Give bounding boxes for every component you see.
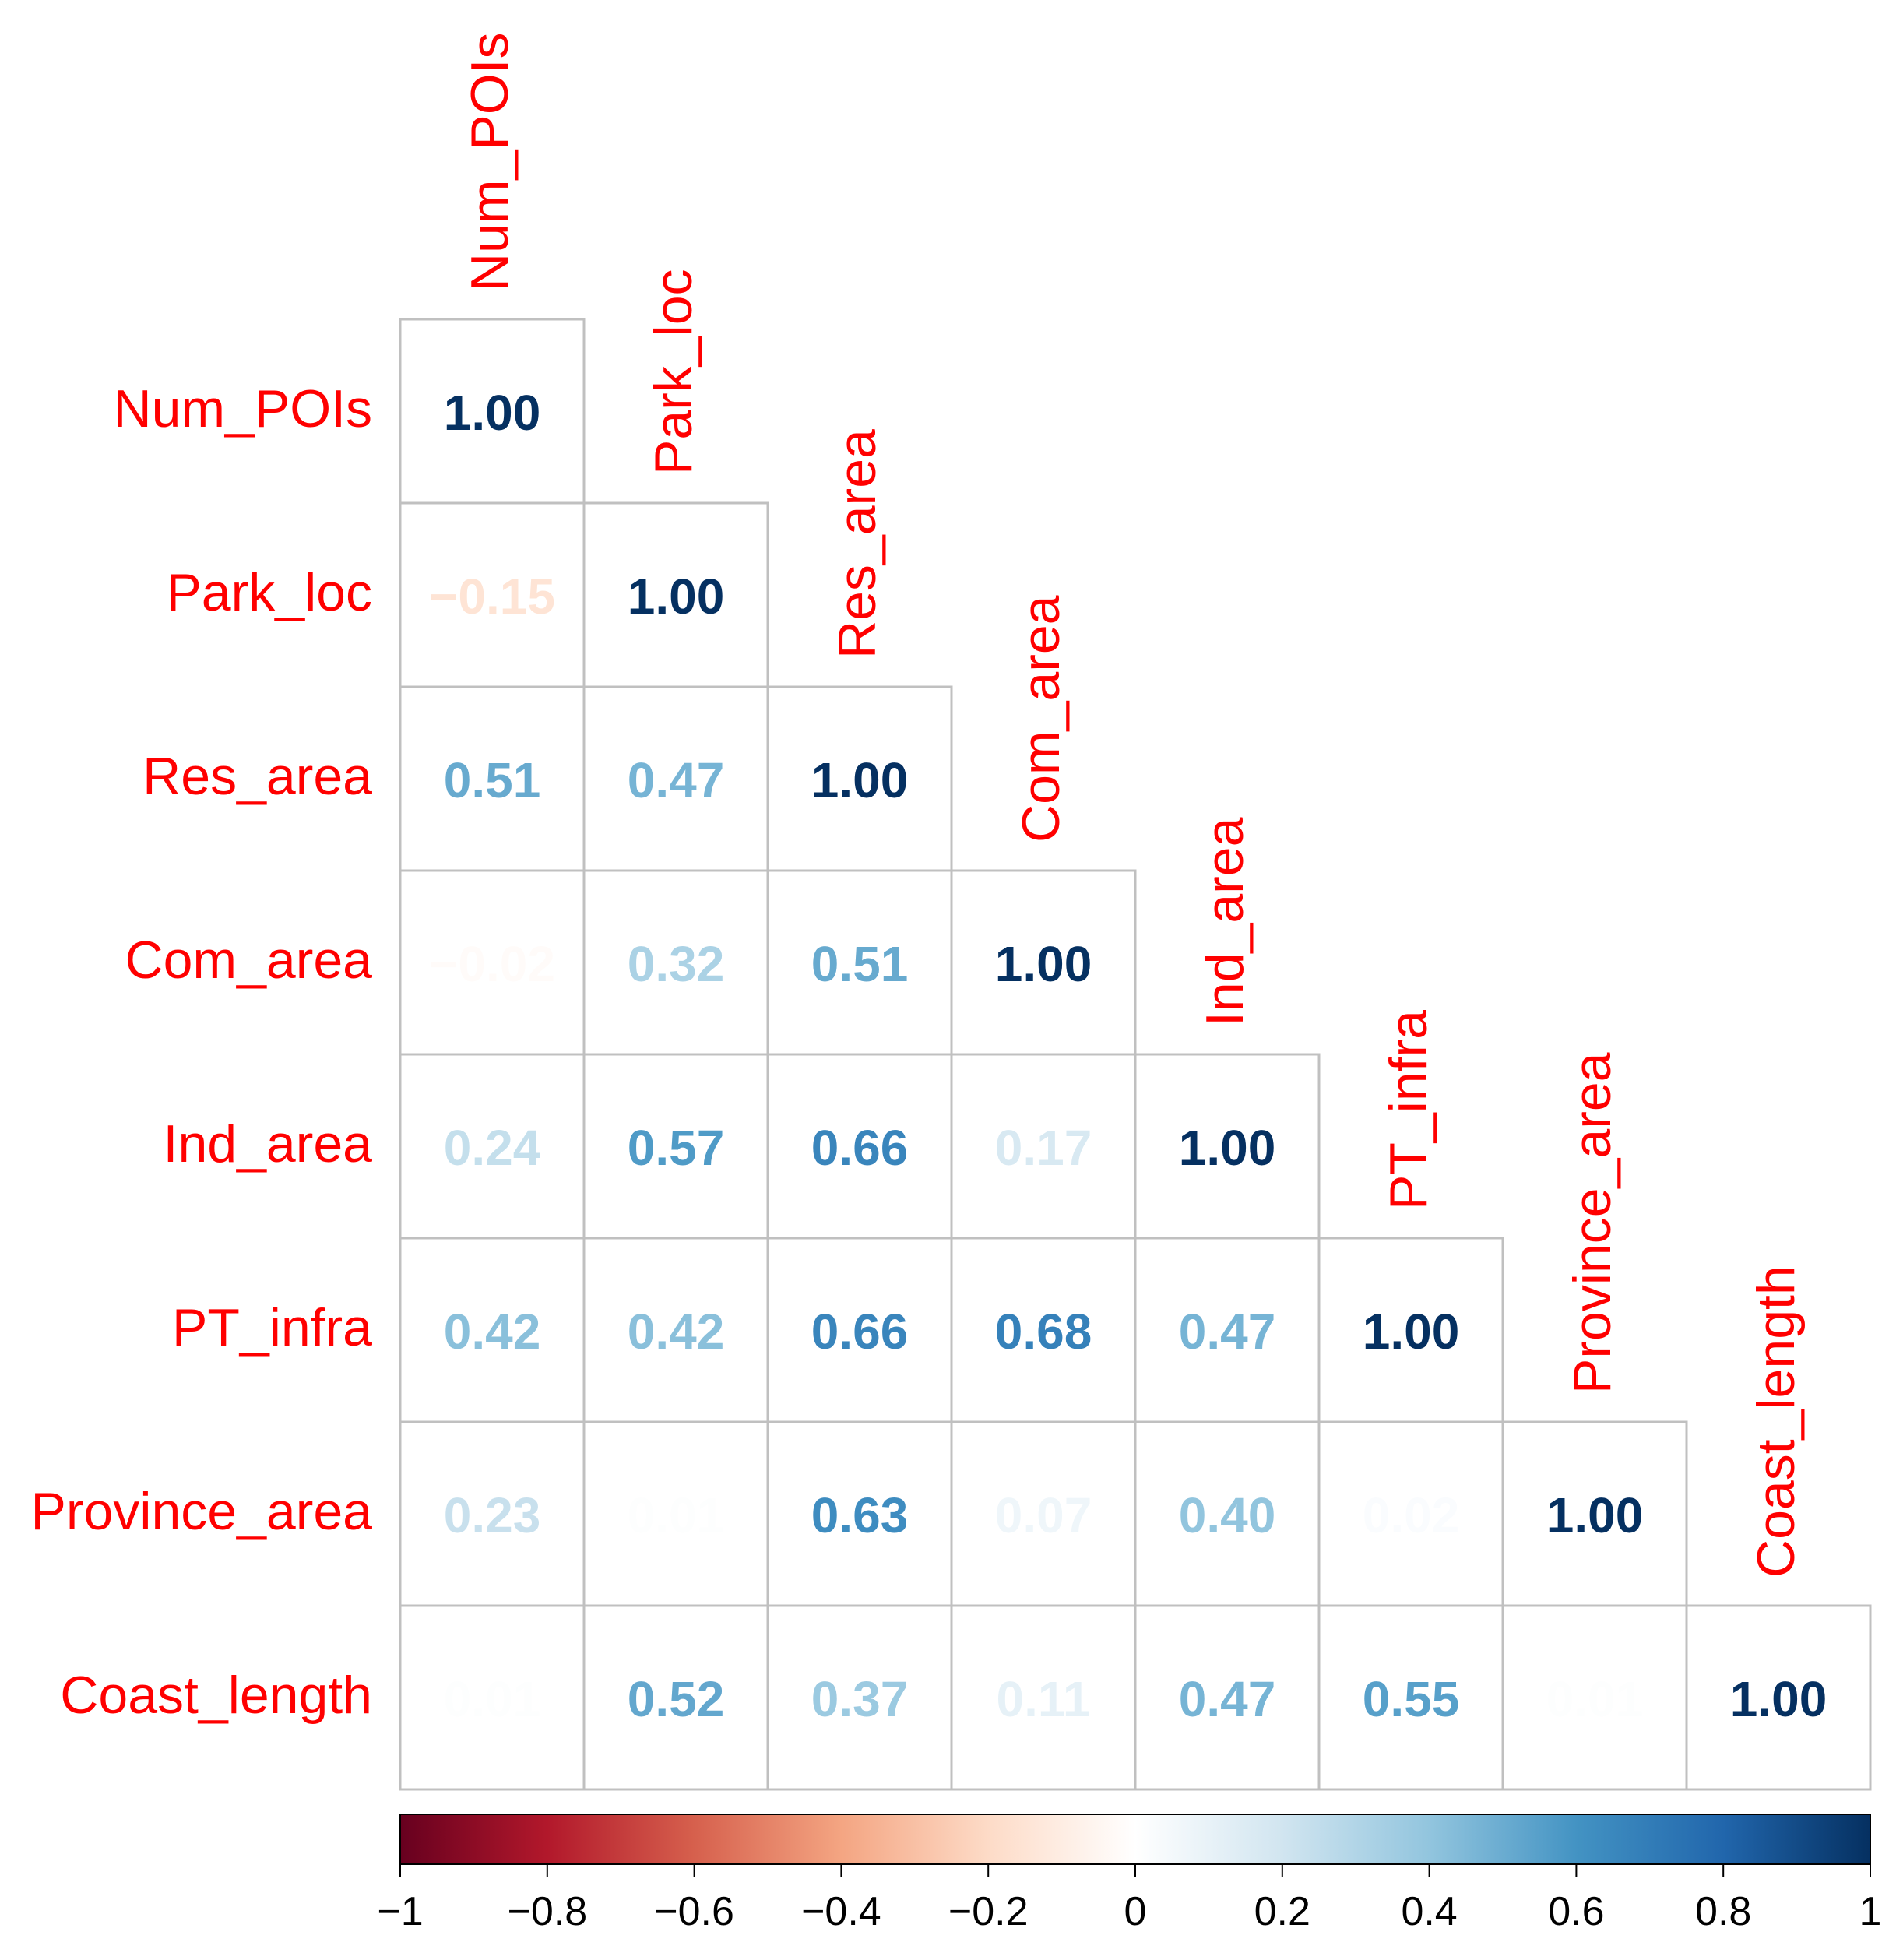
colorbar-tick-label: −0.4 bbox=[801, 1889, 881, 1934]
cell-Ind_area-Res_area bbox=[766, 1053, 953, 1240]
cell-Com_area-Com_area bbox=[950, 869, 1137, 1056]
cell-Coast_length-Res_area bbox=[766, 1604, 953, 1791]
colorbar-tick-label: −0.6 bbox=[654, 1889, 734, 1934]
cell-Res_area-Park_loc bbox=[582, 685, 769, 872]
cell-value-Province_area-PT_infra: 0.02 bbox=[1363, 1487, 1460, 1543]
cell-value-Ind_area-Park_loc: 0.57 bbox=[628, 1120, 725, 1176]
col-label-Ind_area: Ind_area bbox=[1195, 817, 1254, 1026]
row-label-Num_POIs: Num_POIs bbox=[113, 379, 372, 438]
cell-Province_area-Num_POIs bbox=[399, 1420, 586, 1607]
cell-value-Province_area-Res_area: 0.63 bbox=[811, 1487, 909, 1543]
cell-Coast_length-Coast_length bbox=[1685, 1604, 1872, 1791]
colorbar-tick-label: 0.8 bbox=[1695, 1889, 1751, 1934]
cell-value-Province_area-Num_POIs: 0.23 bbox=[444, 1487, 541, 1543]
cell-value-Ind_area-Ind_area: 1.00 bbox=[1179, 1120, 1276, 1176]
cell-Province_area-PT_infra bbox=[1317, 1420, 1504, 1607]
cell-value-PT_infra-Park_loc: 0.42 bbox=[628, 1304, 725, 1360]
cell-Res_area-Num_POIs bbox=[399, 685, 586, 872]
cell-value-Province_area-Park_loc: 0.01 bbox=[628, 1487, 725, 1543]
cell-value-PT_infra-Res_area: 0.66 bbox=[811, 1304, 909, 1360]
cell-value-Coast_length-Coast_length: 1.00 bbox=[1730, 1671, 1827, 1727]
cell-Park_loc-Num_POIs bbox=[399, 501, 586, 688]
col-label-Coast_length: Coast_length bbox=[1747, 1265, 1806, 1578]
colorbar-tick-label: −0.8 bbox=[507, 1889, 587, 1934]
cell-Coast_length-Province_area bbox=[1501, 1604, 1688, 1791]
cell-PT_infra-Park_loc bbox=[582, 1237, 769, 1423]
colorbar: −1 −0.8 −0.6 −0.4 −0.2 0 0.2 0.4 0.6 0.8 1 bbox=[377, 1814, 1881, 1934]
cell-value-Com_area-Num_POIs: −0.02 bbox=[429, 936, 555, 992]
cell-value-Coast_length-Com_area: 0.11 bbox=[996, 1671, 1090, 1727]
row-label-Park_loc: Park_loc bbox=[166, 563, 372, 622]
colorbar-tick-label: 0.4 bbox=[1401, 1889, 1457, 1934]
colorbar-tick-label: −1 bbox=[377, 1889, 423, 1934]
cell-value-Coast_length-Park_loc: 0.52 bbox=[628, 1671, 725, 1727]
cell-Ind_area-Com_area bbox=[950, 1053, 1137, 1240]
cell-value-Ind_area-Num_POIs: 0.24 bbox=[444, 1120, 541, 1176]
cell-value-Coast_length-Ind_area: 0.47 bbox=[1179, 1671, 1276, 1727]
cell-Res_area-Res_area bbox=[766, 685, 953, 872]
row-labels: Num_POIs Park_loc Res_area Com_area Ind_area… bbox=[31, 379, 373, 1725]
cell-Province_area-Province_area bbox=[1501, 1420, 1688, 1607]
cell-PT_infra-PT_infra bbox=[1317, 1237, 1504, 1423]
cell-value-Coast_length-Num_POIs: 0.01 bbox=[444, 1671, 541, 1727]
col-label-Num_POIs: Num_POIs bbox=[460, 32, 519, 291]
colorbar-ticks: −1 −0.8 −0.6 −0.4 −0.2 0 0.2 0.4 0.6 0.8 1 bbox=[377, 1864, 1881, 1934]
cell-value-Res_area-Res_area: 1.00 bbox=[811, 752, 909, 808]
cell-value-PT_infra-Com_area: 0.68 bbox=[995, 1304, 1092, 1360]
cell-Province_area-Park_loc bbox=[582, 1420, 769, 1607]
colorbar-tick-label: 0.6 bbox=[1548, 1889, 1604, 1934]
cell-value-PT_infra-Ind_area: 0.47 bbox=[1179, 1304, 1276, 1360]
row-label-Com_area: Com_area bbox=[125, 931, 373, 990]
cell-Province_area-Com_area bbox=[950, 1420, 1137, 1607]
colorbar-tick-label: 1 bbox=[1859, 1889, 1882, 1934]
values-layer: 1.00 −0.15 1.00 0.51 0.47 1.00 −0.02 0.32 0.51 1.… bbox=[429, 385, 1827, 1727]
cell-value-Park_loc-Num_POIs: −0.15 bbox=[429, 568, 555, 625]
cell-value-Com_area-Res_area: 0.51 bbox=[811, 936, 909, 992]
cell-value-Res_area-Num_POIs: 0.51 bbox=[444, 752, 541, 808]
cell-value-Province_area-Province_area: 1.00 bbox=[1546, 1487, 1644, 1543]
colorbar-tick-label: −0.2 bbox=[948, 1889, 1029, 1934]
col-label-Res_area: Res_area bbox=[828, 429, 887, 659]
cell-Ind_area-Park_loc bbox=[582, 1053, 769, 1240]
cell-value-Ind_area-Com_area: 0.17 bbox=[995, 1120, 1092, 1176]
col-label-Park_loc: Park_loc bbox=[644, 269, 703, 475]
cell-PT_infra-Com_area bbox=[950, 1237, 1137, 1423]
cell-value-Coast_length-Res_area: 0.37 bbox=[811, 1671, 909, 1727]
row-label-Ind_area: Ind_area bbox=[164, 1114, 373, 1174]
cell-PT_infra-Num_POIs bbox=[399, 1237, 586, 1423]
cells-layer bbox=[399, 318, 1872, 1791]
colorbar-tick-label: 0.2 bbox=[1254, 1889, 1310, 1934]
cell-value-Province_area-Com_area: 0.07 bbox=[995, 1487, 1092, 1543]
cell-value-Park_loc-Park_loc: 1.00 bbox=[628, 568, 725, 625]
cell-value-Res_area-Park_loc: 0.47 bbox=[628, 752, 725, 808]
col-label-Com_area: Com_area bbox=[1011, 595, 1071, 843]
row-label-PT_infra: PT_infra bbox=[172, 1298, 372, 1357]
col-label-PT_infra: PT_infra bbox=[1379, 1010, 1438, 1210]
colorbar-tick-label: 0 bbox=[1124, 1889, 1147, 1934]
cell-value-Coast_length-PT_infra: 0.55 bbox=[1363, 1671, 1460, 1727]
cell-value-Com_area-Com_area: 1.00 bbox=[995, 936, 1092, 992]
cell-value-Num_POIs-Num_POIs: 1.00 bbox=[444, 385, 541, 441]
cell-value-Province_area-Ind_area: 0.40 bbox=[1179, 1487, 1276, 1543]
cell-value-PT_infra-PT_infra: 1.00 bbox=[1363, 1304, 1460, 1360]
cell-value-Coast_length-Province_area: 0.01 bbox=[1546, 1671, 1644, 1727]
cell-value-Com_area-Park_loc: 0.32 bbox=[628, 936, 725, 992]
colorbar-gradient bbox=[399, 1814, 1871, 1865]
cell-Ind_area-Ind_area bbox=[1134, 1053, 1321, 1240]
row-label-Res_area: Res_area bbox=[142, 747, 372, 806]
cell-value-PT_infra-Num_POIs: 0.42 bbox=[444, 1304, 541, 1360]
row-label-Coast_length: Coast_length bbox=[60, 1666, 372, 1725]
cell-value-Ind_area-Res_area: 0.66 bbox=[811, 1120, 909, 1176]
cell-Num_POIs-Num_POIs bbox=[399, 318, 586, 505]
col-labels: Num_POIs Park_loc Res_area Com_area Ind_area… bbox=[460, 32, 1806, 1578]
cell-Coast_length-Num_POIs bbox=[399, 1604, 586, 1791]
cell-Com_area-Park_loc bbox=[582, 869, 769, 1056]
cell-Park_loc-Park_loc bbox=[582, 501, 769, 688]
cell-PT_infra-Ind_area bbox=[1134, 1237, 1321, 1423]
cell-PT_infra-Res_area bbox=[766, 1237, 953, 1423]
col-label-Province_area: Province_area bbox=[1563, 1052, 1622, 1394]
row-label-Province_area: Province_area bbox=[31, 1482, 373, 1541]
cell-Coast_length-PT_infra bbox=[1317, 1604, 1504, 1791]
